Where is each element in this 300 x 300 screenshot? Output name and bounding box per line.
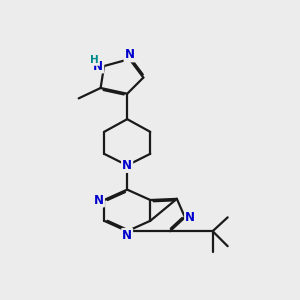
Text: N: N [124, 48, 134, 62]
Text: N: N [93, 59, 103, 73]
Text: H: H [91, 55, 99, 65]
Text: N: N [122, 229, 132, 242]
Text: N: N [94, 194, 104, 206]
Text: N: N [122, 159, 132, 172]
Text: N: N [122, 159, 132, 172]
Text: N: N [185, 211, 195, 224]
